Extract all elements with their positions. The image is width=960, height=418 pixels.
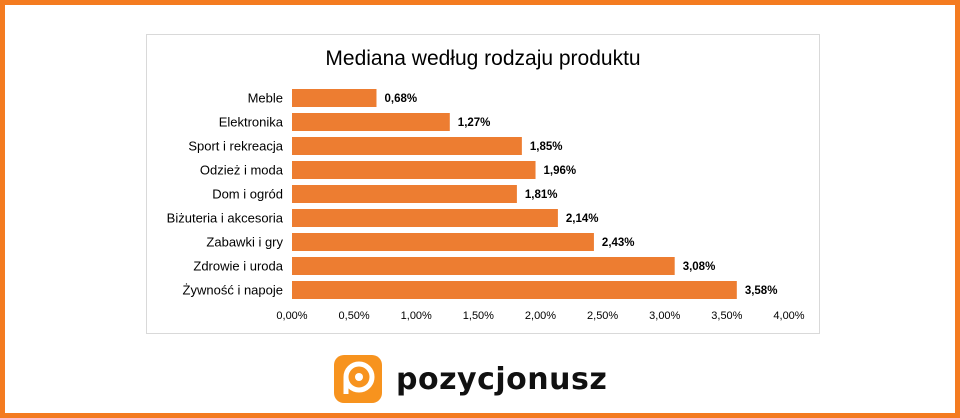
bar [292, 185, 517, 203]
bar [292, 113, 450, 131]
data-label: 2,14% [566, 213, 599, 225]
data-label: 1,81% [525, 189, 558, 201]
data-label: 0,68% [384, 93, 417, 105]
x-tick-label: 4,00% [773, 310, 804, 322]
category-label: Meble [248, 91, 283, 106]
bar [292, 209, 558, 227]
category-label: Dom i ogród [212, 187, 283, 202]
x-tick-label: 3,00% [649, 310, 680, 322]
x-tick-label: 2,50% [587, 310, 618, 322]
chart-title: Mediana według rodzaju produktu [325, 47, 641, 70]
data-label: 1,96% [544, 165, 577, 177]
x-tick-label: 0,00% [276, 310, 307, 322]
bar-chart: Meble 0,68% Elektronika 1,27% Sport i rekrea… [167, 89, 805, 322]
category-label: Sport i rekreacja [188, 139, 283, 154]
bar [292, 257, 675, 275]
category-label: Zdrowie i uroda [193, 259, 283, 274]
bar [292, 137, 522, 155]
brand-name: pozycjonusz [396, 361, 608, 397]
bar [292, 89, 377, 107]
brand-logo: pozycjonusz [334, 354, 607, 404]
x-tick-label: 2,00% [525, 310, 556, 322]
category-label: Zabawki i gry [206, 235, 283, 250]
data-label: 1,85% [530, 141, 563, 153]
bar [292, 233, 594, 251]
data-label: 2,43% [602, 237, 635, 249]
data-label: 3,08% [683, 261, 716, 273]
data-label: 3,58% [745, 285, 778, 297]
category-label: Elektronika [219, 115, 284, 130]
x-tick-label: 0,50% [339, 310, 370, 322]
chart-area: Mediana według rodzaju produktu Meble 0,6… [146, 34, 820, 334]
category-label: Odzież i moda [200, 163, 284, 178]
category-label: Żywność i napoje [183, 283, 283, 298]
pozycjonusz-logo-icon [334, 355, 382, 403]
data-label: 1,27% [458, 117, 491, 129]
bar [292, 281, 737, 299]
bar [292, 161, 536, 179]
x-tick-label: 3,50% [711, 310, 742, 322]
x-tick-label: 1,50% [463, 310, 494, 322]
category-label: Biżuteria i akcesoria [167, 211, 284, 226]
x-tick-label: 1,00% [401, 310, 432, 322]
